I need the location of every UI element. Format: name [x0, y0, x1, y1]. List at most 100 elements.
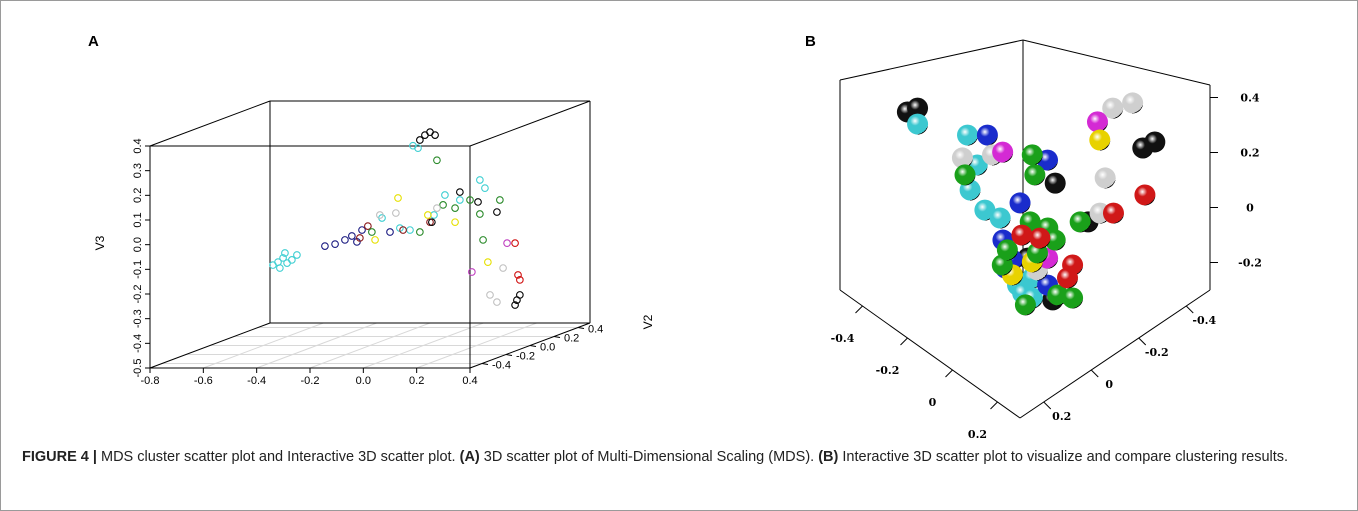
series — [951, 92, 1144, 281]
series — [269, 141, 489, 272]
data-point — [358, 226, 366, 234]
data-point — [331, 240, 339, 248]
data-point — [341, 236, 349, 244]
tick-mark — [1138, 337, 1147, 346]
tick-mark — [855, 305, 863, 314]
data-point — [951, 147, 973, 169]
z-tick-label: 0.4 — [1240, 92, 1259, 105]
x-tick-label: 0.2 — [968, 428, 987, 441]
box-edge — [149, 100, 271, 147]
data-point — [424, 211, 432, 219]
x-tick-label: -0.4 — [831, 332, 855, 345]
data-point — [321, 242, 329, 250]
x-tick-label: -0.8 — [141, 375, 160, 387]
z-tick-label: -0.1 — [132, 260, 144, 279]
data-point — [456, 196, 464, 204]
tick-mark — [1090, 369, 1099, 378]
data-point — [516, 276, 524, 284]
data-point — [1144, 131, 1166, 153]
panel-label: A — [88, 33, 99, 50]
series — [954, 144, 1091, 316]
data-point — [493, 298, 501, 306]
x-tick-label: 0.4 — [462, 375, 477, 387]
y-tick-label: 0 — [1105, 378, 1113, 391]
data-point — [511, 301, 519, 309]
data-point — [394, 194, 402, 202]
data-point — [386, 228, 394, 236]
data-point — [486, 291, 494, 299]
data-point — [954, 164, 976, 186]
box-edge — [839, 39, 1024, 81]
data-point — [481, 184, 489, 192]
data-point — [513, 296, 521, 304]
box-edge — [469, 322, 591, 369]
z-tick-label: -0.4 — [132, 334, 144, 353]
z-tick-label: -0.5 — [132, 359, 144, 378]
x-tick-label: 0.2 — [409, 375, 424, 387]
data-point — [992, 141, 1014, 163]
data-point — [1021, 144, 1043, 166]
y-tick-label: 0.0 — [540, 342, 555, 354]
data-point — [907, 97, 929, 119]
data-point — [1094, 167, 1116, 189]
data-point — [456, 188, 464, 196]
y-tick-label: -0.4 — [1192, 314, 1216, 327]
z-tick-label: 0 — [1246, 202, 1254, 215]
z-tick-label: 0.2 — [1240, 147, 1259, 160]
series — [321, 226, 394, 250]
series — [511, 239, 524, 284]
y-tick-label: 0.2 — [564, 333, 579, 345]
y-tick-label: 0.4 — [588, 324, 603, 336]
box-edge — [469, 100, 591, 147]
z-tick-label: 0.4 — [132, 138, 144, 153]
data-point — [1011, 224, 1033, 246]
series — [468, 239, 511, 276]
z-tick-label: 0.1 — [132, 212, 144, 227]
data-point — [441, 191, 449, 199]
caption-text: MDS cluster scatter plot and Interactive… — [96, 449, 460, 465]
series — [368, 156, 504, 244]
y-tick-label: -0.2 — [516, 351, 535, 363]
axis-title: V2 — [641, 314, 655, 329]
x-tick-label: -0.2 — [876, 364, 900, 377]
data-point — [1024, 164, 1046, 186]
data-point — [1122, 92, 1144, 114]
z-tick-label: 0.3 — [132, 163, 144, 178]
tick-mark — [900, 337, 908, 346]
data-point — [503, 239, 511, 247]
data-point — [1089, 129, 1111, 151]
data-point — [416, 228, 424, 236]
data-point — [293, 251, 301, 259]
data-point — [479, 236, 487, 244]
data-point — [364, 222, 372, 230]
series — [371, 194, 492, 266]
data-point — [279, 254, 287, 262]
data-point — [957, 124, 979, 146]
x-tick-label: -0.6 — [194, 375, 213, 387]
x-tick-label: 0.0 — [356, 375, 371, 387]
data-point — [428, 218, 436, 227]
data-point — [996, 239, 1018, 261]
caption: FIGURE 4 | MDS cluster scatter plot and … — [22, 446, 1332, 468]
data-point — [1069, 211, 1091, 233]
z-tick-label: 0.2 — [132, 188, 144, 203]
tick-mark — [990, 401, 998, 410]
tick-mark — [553, 336, 561, 338]
x-tick-label: -0.4 — [247, 375, 266, 387]
data-point — [1009, 192, 1031, 214]
caption-text: 3D scatter plot of Multi-Dimensional Sca… — [479, 449, 819, 465]
y-tick-label: 0.2 — [1052, 410, 1071, 423]
axis-title: V3 — [93, 235, 107, 250]
z-tick-label: -0.2 — [132, 285, 144, 304]
tick-mark — [577, 327, 585, 329]
data-point — [989, 207, 1011, 229]
caption-label: FIGURE 4 | — [22, 449, 97, 465]
data-point — [451, 204, 459, 212]
z-tick-label: -0.2 — [1238, 257, 1262, 270]
data-point — [376, 211, 384, 219]
data-point — [356, 234, 364, 242]
data-point — [493, 208, 501, 216]
data-point — [1029, 227, 1051, 249]
